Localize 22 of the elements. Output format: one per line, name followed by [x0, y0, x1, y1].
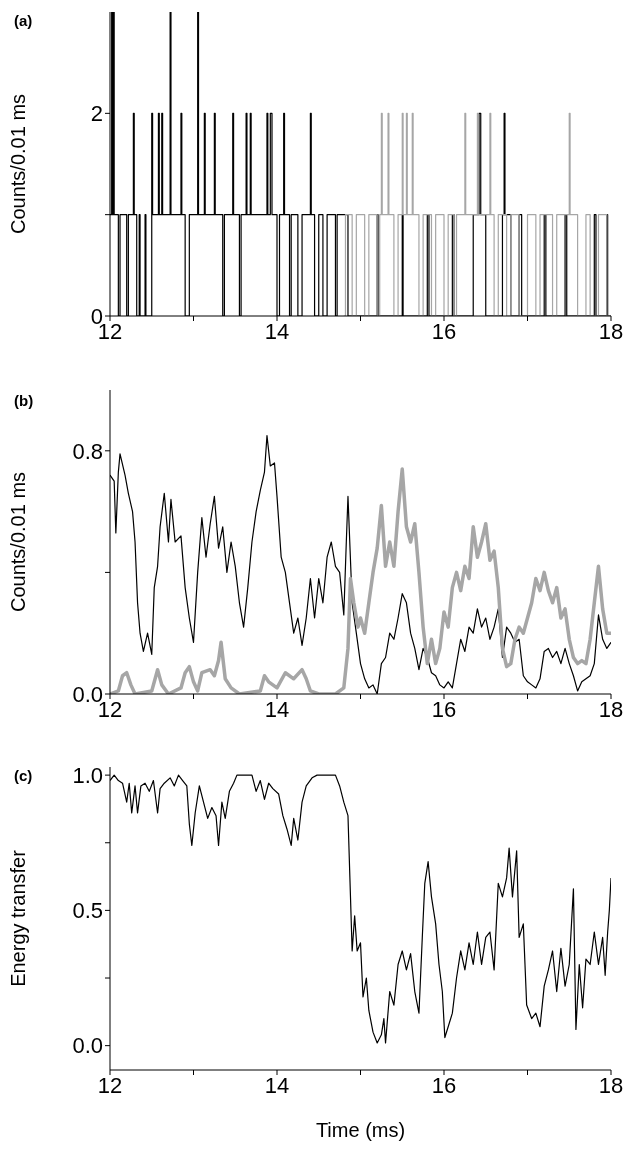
y-tick-label: 0.0 [72, 1033, 103, 1059]
y-tick-label: 0.5 [72, 898, 103, 924]
x-tick-label: 12 [97, 1072, 123, 1098]
y-axis-title: Counts/0.01 ms [7, 471, 30, 613]
chart-title: (b) [14, 392, 34, 409]
y-axis-title: Counts/0.01 ms [7, 93, 30, 235]
y-tick-label: 2 [90, 101, 103, 127]
x-tick-label: 18 [598, 1072, 624, 1098]
x-tick-label: 16 [431, 1072, 457, 1098]
x-tick-label: 18 [598, 318, 624, 344]
chart-title: (c) [14, 767, 33, 784]
x-tick-label: 16 [431, 318, 457, 344]
x-tick-label: 18 [598, 696, 624, 722]
x-tick-label: 14 [264, 318, 290, 344]
x-tick-label: 16 [431, 696, 457, 722]
y-axis-title: Energy transfer [7, 849, 30, 987]
chart-title: (a) [14, 12, 33, 29]
x-tick-label: 14 [264, 696, 290, 722]
y-tick-label: 0.8 [72, 438, 103, 464]
x-tick-label: 14 [264, 1072, 290, 1098]
x-axis-title: Time (ms) [315, 1119, 406, 1141]
y-tick-label: 1.0 [72, 762, 103, 788]
